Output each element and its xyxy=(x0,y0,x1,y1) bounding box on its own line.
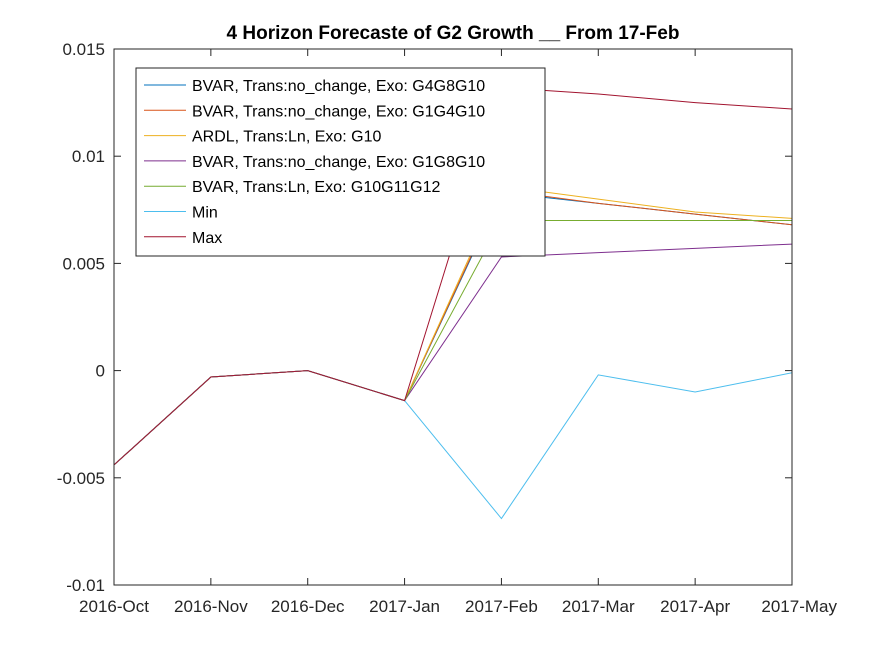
legend-label-7: Max xyxy=(192,230,222,247)
x-tick-label: 2017-Apr xyxy=(660,597,730,616)
x-tick-label: 2016-Oct xyxy=(79,597,149,616)
y-tick-label: 0.015 xyxy=(62,40,105,59)
legend-label-2: BVAR, Trans:no_change, Exo: G1G4G10 xyxy=(192,103,485,120)
x-tick-label: 2017-Jan xyxy=(369,597,440,616)
y-tick-label: 0 xyxy=(96,362,105,381)
legend-label-4: BVAR, Trans:no_change, Exo: G1G8G10 xyxy=(192,154,485,171)
y-tick-label: 0.01 xyxy=(72,147,105,166)
y-tick-label: -0.01 xyxy=(66,576,105,595)
x-tick-label: 2016-Nov xyxy=(174,597,248,616)
x-tick-label: 2017-Feb xyxy=(465,597,538,616)
legend: BVAR, Trans:no_change, Exo: G4G8G10 BVAR,… xyxy=(135,67,546,257)
legend-label-3: ARDL, Trans:Ln, Exo: G10 xyxy=(192,129,382,146)
series-layer xyxy=(114,87,792,520)
x-tick-label: 2017-Mar xyxy=(562,597,635,616)
legend-label-5: BVAR, Trans:Ln, Exo: G10G11G12 xyxy=(192,179,441,196)
axes-layer: -0.01 -0.005 0 0.005 0.01 0.015 2016-Oct 2016-N… xyxy=(57,40,838,616)
chart-title: 4 Horizon Forecaste of G2 Growth __ From… xyxy=(227,23,680,44)
legend-box xyxy=(135,67,546,257)
y-tick-label: -0.005 xyxy=(57,469,105,488)
legend-label-1: BVAR, Trans:no_change, Exo: G4G8G10 xyxy=(192,78,485,95)
legend-label-6: Min xyxy=(192,205,218,222)
axes-box xyxy=(113,48,793,586)
y-tick-label: 0.005 xyxy=(62,254,105,273)
x-tick-label: 2017-May xyxy=(761,597,837,616)
x-tick-label: 2016-Dec xyxy=(271,597,345,616)
